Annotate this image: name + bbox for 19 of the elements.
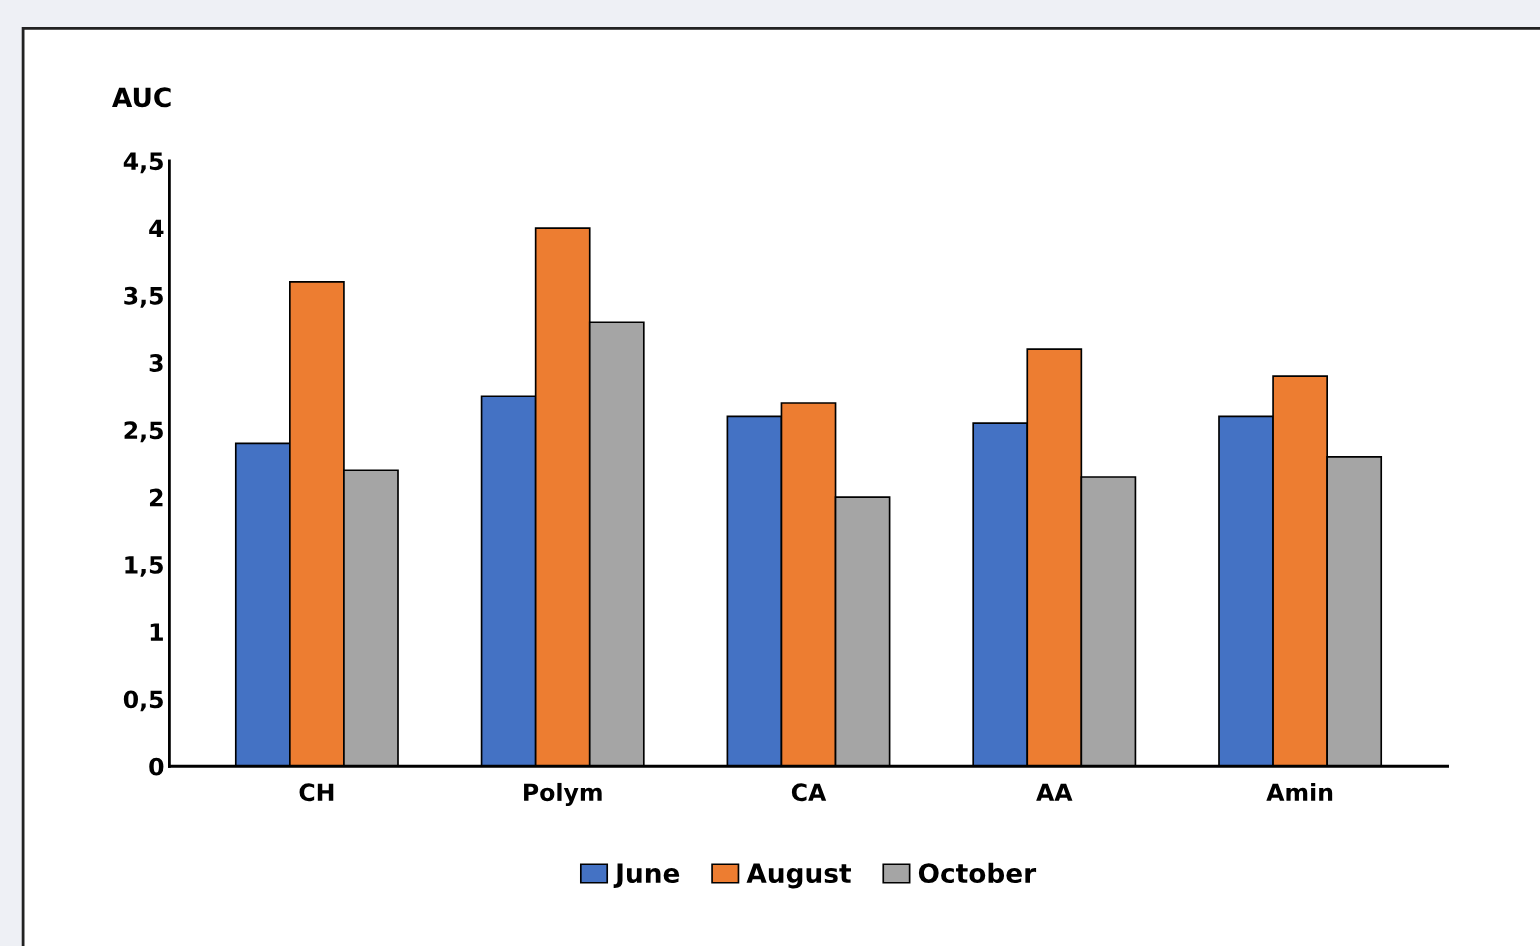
y-tick-label: 4,5 <box>123 152 163 174</box>
y-axis-title: AUC <box>112 87 171 108</box>
y-tick-label: 2,5 <box>124 421 163 443</box>
legend-label: June <box>613 863 680 888</box>
y-tick-label: 3 <box>149 354 163 372</box>
y-tick-label: 4 <box>149 219 164 238</box>
x-tick-label: Polym <box>524 782 602 806</box>
y-tick-label: 0,5 <box>123 690 163 712</box>
legend-label: October <box>918 862 1037 884</box>
x-tick-label: CH <box>299 783 334 802</box>
x-tick-label: AA <box>1036 783 1073 801</box>
y-tick-label: 1,5 <box>125 556 163 577</box>
x-tick-label: Amin <box>1266 782 1333 801</box>
y-tick-label: 2 <box>149 488 163 507</box>
legend-label: August <box>746 863 851 889</box>
y-tick-label: 3,5 <box>124 286 163 308</box>
y-tick-label: 1 <box>150 623 163 641</box>
y-tick-label: 0 <box>149 757 164 776</box>
x-tick-label: CA <box>791 783 827 802</box>
